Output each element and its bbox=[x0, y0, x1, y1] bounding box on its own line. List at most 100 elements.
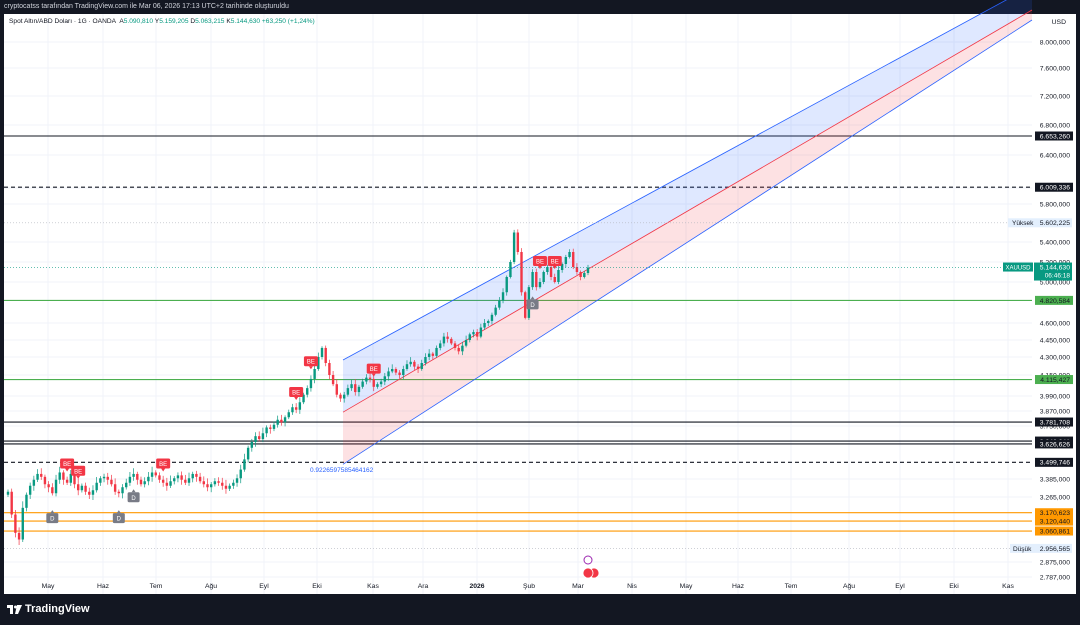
candle-body bbox=[165, 482, 169, 486]
y-tick-label: 3.990,000 bbox=[1040, 393, 1070, 400]
candle-body bbox=[243, 459, 246, 470]
candle-body bbox=[250, 441, 254, 448]
candle-body bbox=[132, 473, 135, 477]
candle-body bbox=[106, 476, 109, 480]
x-tick-label: Ağu bbox=[205, 583, 217, 590]
countdown-value: 06:46:18 bbox=[1045, 273, 1071, 280]
level-price-tag bbox=[1035, 516, 1073, 526]
low-value: 2.956,565 bbox=[1040, 546, 1070, 553]
level-price-label: 3.626,626 bbox=[1040, 441, 1070, 448]
candle-body bbox=[416, 366, 420, 369]
attribution-bar: cryptocatss tarafından TradingView.com i… bbox=[0, 0, 1080, 14]
level-price-tag bbox=[1035, 508, 1073, 518]
candle-body bbox=[505, 277, 508, 293]
candle-body bbox=[139, 479, 143, 485]
candle-body bbox=[235, 478, 239, 483]
candle-body bbox=[283, 417, 287, 423]
candle-body bbox=[376, 384, 379, 387]
symbol-tag bbox=[1003, 262, 1033, 272]
candle-body bbox=[394, 369, 398, 373]
sell-signal-pointer bbox=[537, 266, 542, 269]
candle-body bbox=[431, 353, 435, 356]
candle-body bbox=[136, 473, 139, 480]
open-value: 5.090,810 bbox=[123, 18, 154, 25]
price-tags: 6.653,260 6.009,336 4.820,584 4.115,427 3.78… bbox=[4, 131, 1073, 579]
x-tick-label: Nis bbox=[627, 583, 637, 590]
candle-body bbox=[509, 262, 512, 277]
close-label: K bbox=[226, 18, 231, 25]
level-price-label: 4.820,584 bbox=[1040, 298, 1070, 305]
candle-body bbox=[84, 485, 87, 492]
candle-body bbox=[572, 252, 575, 267]
x-tick-label: 2026 bbox=[469, 583, 484, 590]
candle-body bbox=[324, 347, 327, 363]
sell-signal-label: BE bbox=[292, 391, 300, 397]
candle-body bbox=[342, 394, 346, 399]
candle-body bbox=[516, 232, 520, 252]
candle-body bbox=[14, 514, 17, 533]
level-price-label: 3.781,708 bbox=[1040, 419, 1070, 426]
level-price-tag bbox=[1035, 131, 1073, 141]
candle-body bbox=[501, 292, 505, 301]
level-price-label: 3.120,440 bbox=[1040, 518, 1070, 525]
candle-body bbox=[568, 252, 571, 257]
candle-body bbox=[498, 300, 501, 308]
candle-body bbox=[427, 353, 431, 357]
candle-body bbox=[202, 481, 205, 485]
level-price-tag bbox=[1035, 417, 1073, 427]
candle-body bbox=[350, 384, 353, 389]
sell-signal-marker bbox=[547, 256, 562, 266]
sell-signal-marker bbox=[60, 458, 75, 469]
channel-lower-fill bbox=[343, 10, 1032, 465]
y-tick-label: 3.750,000 bbox=[1040, 423, 1070, 430]
y-tick-label: 6.400,000 bbox=[1040, 152, 1070, 159]
sell-signal-label: BE bbox=[74, 469, 82, 475]
channel-upper-line bbox=[342, 0, 1008, 361]
candle-body bbox=[564, 257, 568, 264]
candle-body bbox=[309, 378, 313, 389]
x-tick-label: Ara bbox=[418, 583, 429, 590]
buy-signal-marker bbox=[526, 299, 539, 310]
candle-body bbox=[317, 357, 320, 369]
candle-body bbox=[383, 376, 387, 382]
x-tick-label: Kas bbox=[1002, 583, 1014, 590]
candle-body bbox=[490, 314, 494, 321]
candle-body bbox=[424, 357, 427, 363]
buy-signal-pointer bbox=[131, 489, 136, 493]
high-tag bbox=[1008, 218, 1072, 228]
buy-signal-pointer bbox=[116, 510, 121, 514]
candle-body bbox=[73, 473, 76, 485]
sell-signal-label: BE bbox=[307, 360, 315, 366]
channel-annotation: 0.9226597585464162 bbox=[310, 467, 374, 474]
candle-body bbox=[232, 482, 235, 486]
level-price-label: 3.170,623 bbox=[1040, 510, 1070, 517]
candle-body bbox=[95, 482, 98, 491]
candle-body bbox=[446, 336, 449, 339]
level-price-label: 3.060,861 bbox=[1040, 528, 1070, 535]
candle-body bbox=[254, 436, 257, 442]
y-tick-label: 2.875,000 bbox=[1040, 559, 1070, 566]
sell-signal-pointer bbox=[294, 397, 299, 400]
buy-signal-label: D bbox=[131, 496, 136, 502]
x-tick-label: Kas bbox=[367, 583, 379, 590]
candle-body bbox=[483, 323, 486, 328]
candle-body bbox=[302, 394, 305, 403]
x-tick-label: Tem bbox=[150, 583, 163, 590]
buy-signal-marker bbox=[127, 492, 140, 503]
channel-lower-line bbox=[342, 19, 1033, 465]
level-price-tag bbox=[1035, 182, 1073, 192]
sell-signal-marker bbox=[366, 363, 381, 374]
candle-body bbox=[258, 436, 261, 440]
buy-signal-marker bbox=[46, 513, 59, 524]
candle-body bbox=[58, 472, 61, 480]
candle-body bbox=[546, 267, 549, 272]
sell-signal-pointer bbox=[161, 468, 166, 472]
candle-body bbox=[158, 475, 161, 480]
candle-body bbox=[461, 345, 464, 352]
candle-body bbox=[420, 363, 423, 369]
candle-body bbox=[457, 347, 460, 352]
candle-body bbox=[368, 377, 372, 379]
candle-body bbox=[187, 478, 191, 483]
